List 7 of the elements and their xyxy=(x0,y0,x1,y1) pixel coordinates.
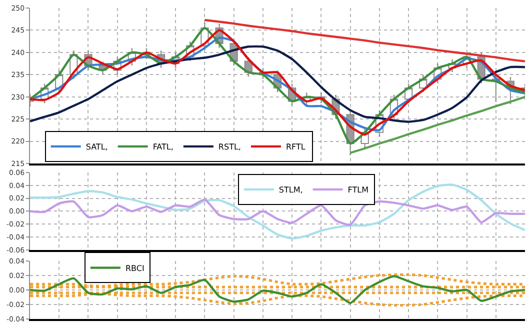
legend-label: FATL, xyxy=(152,142,174,152)
legend-label: SATL, xyxy=(86,142,108,152)
legend-label: FTLM xyxy=(348,186,369,195)
legend-label: RSTL, xyxy=(218,142,241,152)
legend-label: RBCI xyxy=(125,264,144,273)
legend-label: RFTL xyxy=(286,142,306,152)
legend-label: STLM, xyxy=(278,186,303,195)
